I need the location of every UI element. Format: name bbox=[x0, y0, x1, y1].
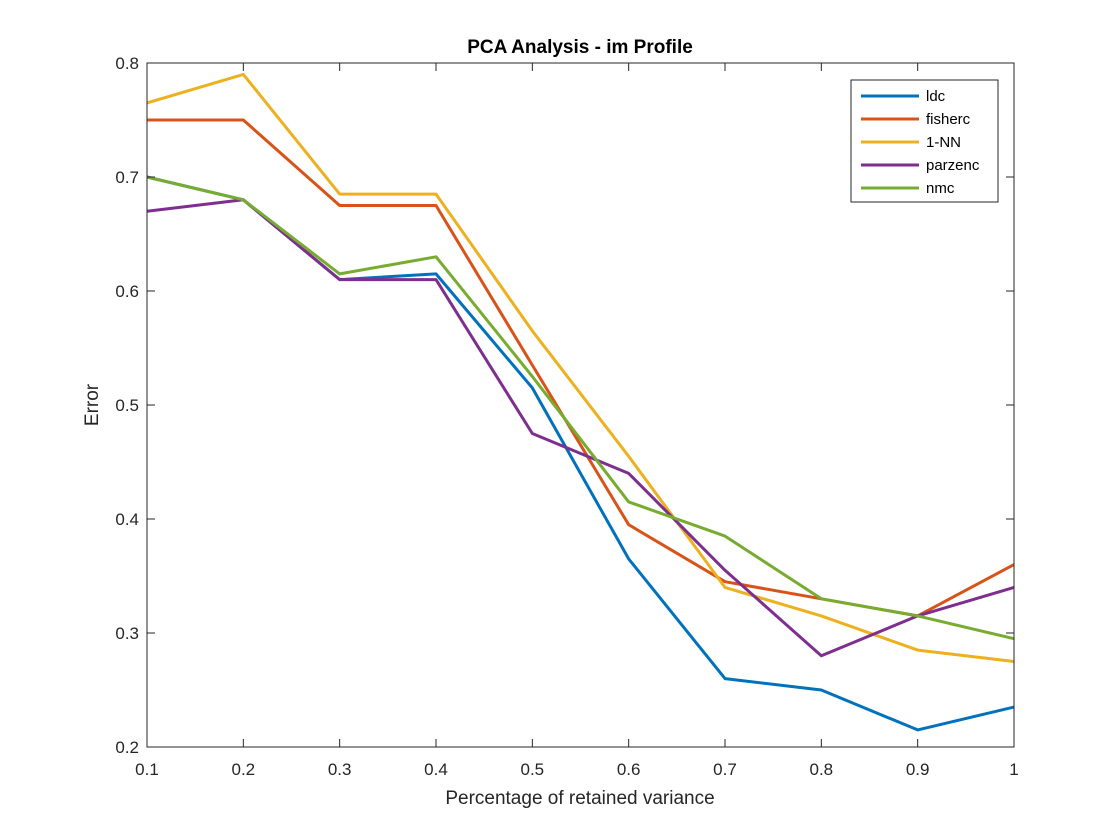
legend-label-ldc: ldc bbox=[926, 88, 946, 105]
y-tick-label: 0.6 bbox=[115, 282, 139, 301]
y-tick-label: 0.2 bbox=[115, 738, 139, 757]
x-tick-label: 1 bbox=[1009, 760, 1018, 779]
series-layer bbox=[146, 72, 1015, 732]
x-tick-label: 0.1 bbox=[135, 760, 159, 779]
x-tick-label: 0.2 bbox=[232, 760, 256, 779]
legend-label-1-nn: 1-NN bbox=[926, 134, 961, 151]
x-tick-label: 0.7 bbox=[713, 760, 737, 779]
series-line-nmc bbox=[146, 175, 1015, 641]
series-line-1-nn bbox=[146, 72, 1015, 663]
y-tick-label: 0.7 bbox=[115, 168, 139, 187]
y-axis-title: Error bbox=[82, 383, 103, 426]
chart-title: PCA Analysis - im Profile bbox=[467, 37, 693, 58]
x-axis-title: Percentage of retained variance bbox=[445, 788, 714, 809]
series-line-parzenc bbox=[146, 198, 1015, 658]
legend-label-fisherc: fisherc bbox=[926, 111, 971, 128]
x-tick-label: 0.9 bbox=[906, 760, 930, 779]
x-tick-label: 0.3 bbox=[328, 760, 352, 779]
legend-label-parzenc: parzenc bbox=[926, 157, 980, 174]
legend[interactable]: ldc fisherc 1-NN parzenc nmc bbox=[850, 79, 999, 203]
y-tick-label: 0.4 bbox=[115, 510, 139, 529]
x-tick-label: 0.4 bbox=[424, 760, 448, 779]
legend-label-nmc: nmc bbox=[926, 180, 955, 197]
y-tick-label: 0.5 bbox=[115, 396, 139, 415]
x-tick-label: 0.6 bbox=[617, 760, 641, 779]
y-tick-label: 0.8 bbox=[115, 54, 139, 73]
y-axis-ticks: 0.2 0.3 0.4 0.5 0.6 0.7 0.8 bbox=[115, 54, 1014, 757]
x-tick-label: 0.8 bbox=[810, 760, 834, 779]
y-tick-label: 0.3 bbox=[115, 624, 139, 643]
x-axis-ticks: 0.1 0.2 0.3 0.4 0.5 0.6 0.7 0.8 0.9 1 bbox=[135, 63, 1019, 779]
x-tick-label: 0.5 bbox=[521, 760, 545, 779]
